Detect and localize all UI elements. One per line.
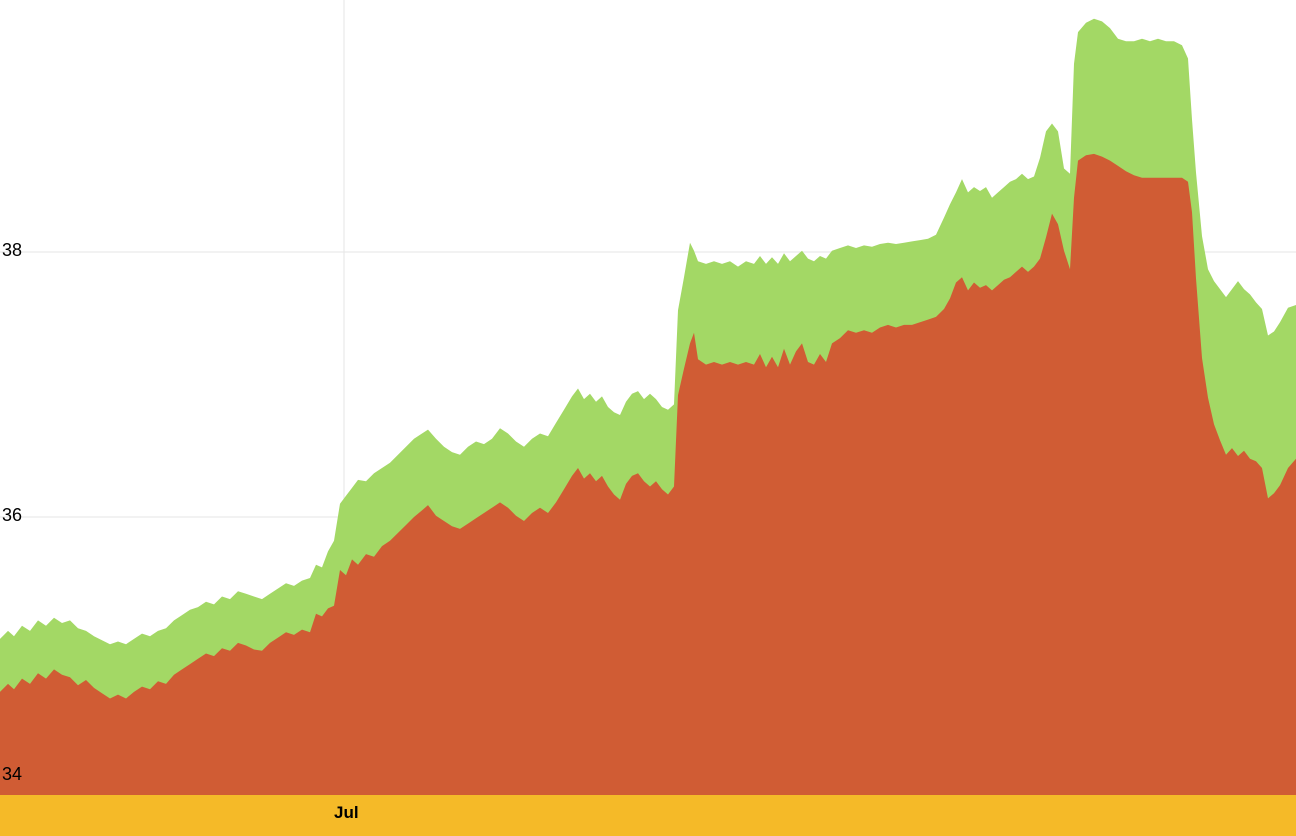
y-axis-tick-36: 36 [2,505,23,525]
x-axis-month-label: Jul [334,803,359,822]
area-series-low [0,153,1296,795]
chart-plot-area[interactable] [0,0,1296,795]
y-axis-tick-34: 34 [2,764,23,784]
timeline-scrubber-bar[interactable]: Jul [0,795,1296,836]
y-axis-tick-38: 38 [2,240,23,260]
